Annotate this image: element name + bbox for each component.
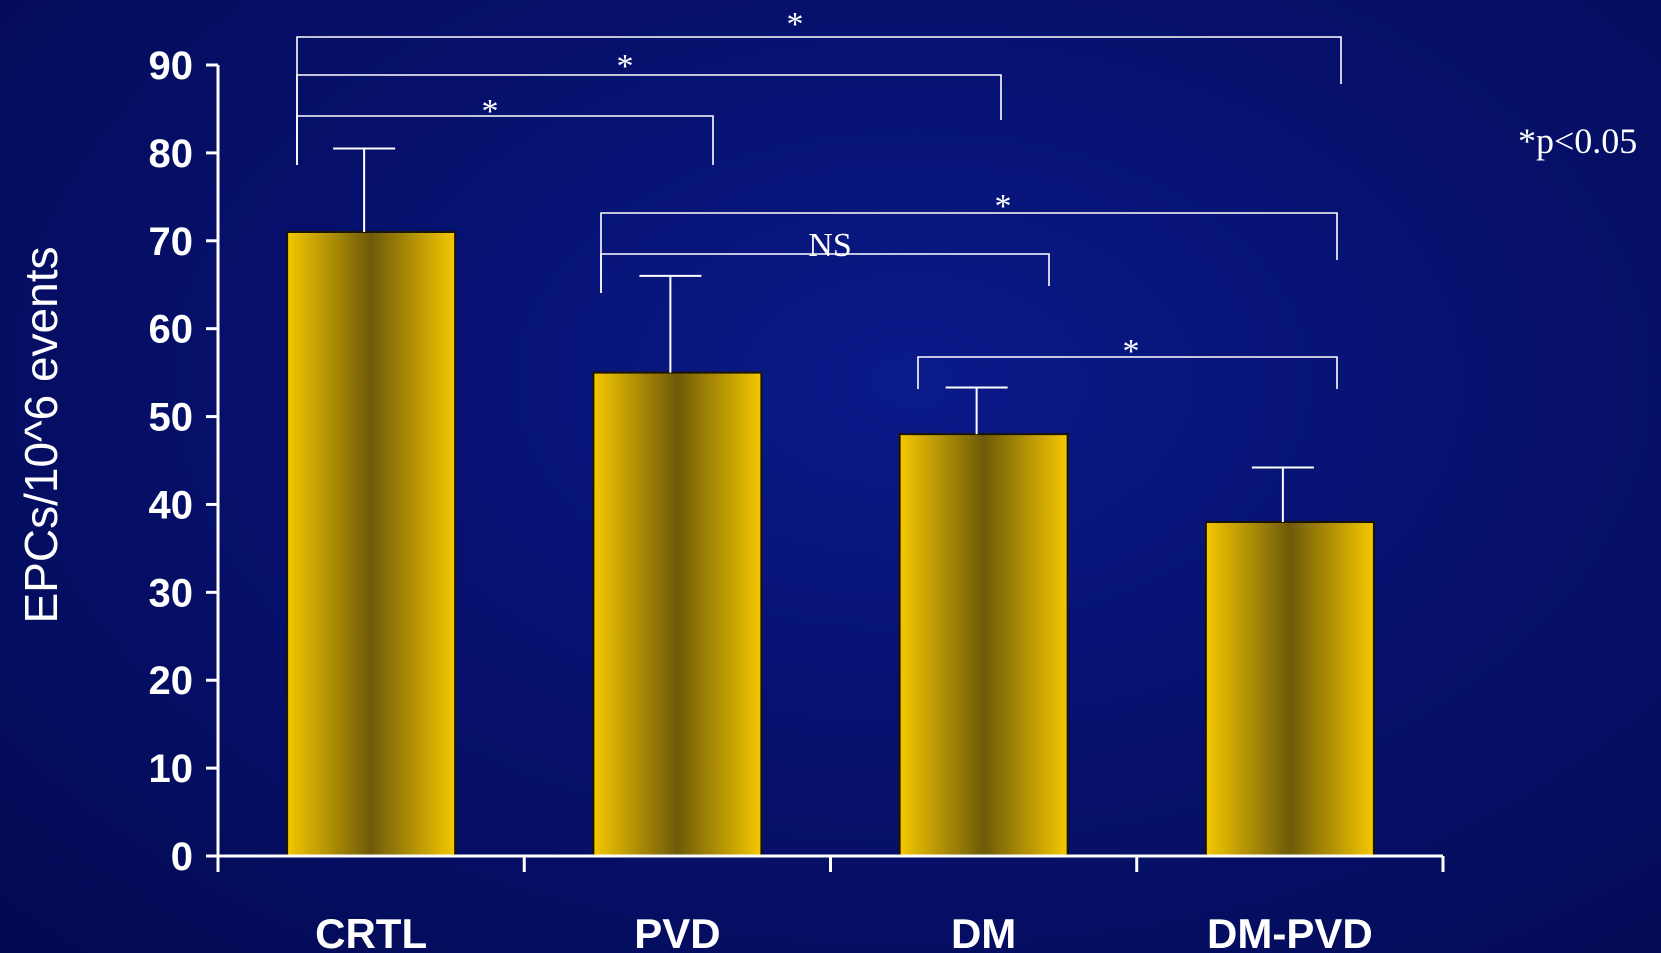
axes-layer: 0 10 20 30 40 50 60 70 80 90 CRTL PVD DM DM-PVD: [149, 44, 1445, 953]
bracket-dm-vs-dm-pvd: [917, 356, 1338, 389]
x-tick-label-crtl: CRTL: [315, 910, 427, 953]
bracket-label-pvd-vs-dm-pvd: *: [995, 188, 1012, 225]
bracket-label-dm-vs-dm-pvd: *: [1123, 333, 1140, 370]
y-tick-label-90: 90: [149, 44, 194, 88]
x-tick-label-pvd: PVD: [634, 910, 720, 953]
bracket-pvd-vs-dm-pvd: [600, 212, 1338, 293]
bar-crtl: [286, 230, 457, 857]
y-tick-label-10: 10: [149, 747, 194, 791]
bar-pvd: [592, 371, 763, 857]
y-tick-label-30: 30: [149, 571, 194, 615]
y-tick-label-60: 60: [149, 308, 194, 352]
bar-dm: [898, 433, 1069, 857]
x-tick-label-dm-pvd: DM-PVD: [1207, 910, 1373, 953]
bars-layer: [286, 230, 1375, 857]
y-tick-label-70: 70: [149, 220, 194, 264]
bracket-label-crtl-vs-dm: *: [617, 48, 634, 85]
significance-brackets-layer: * * * * NS *: [296, 6, 1342, 389]
y-axis-title: EPCs/10^6 events: [15, 246, 67, 623]
x-tick-label-dm: DM: [951, 910, 1016, 953]
bracket-label-crtl-vs-dm-pvd: *: [787, 6, 804, 43]
y-tick-label-80: 80: [149, 132, 194, 176]
y-tick-label-50: 50: [149, 396, 194, 440]
y-tick-label-40: 40: [149, 483, 194, 527]
bracket-crtl-vs-pvd: [296, 115, 714, 165]
significance-note: *p<0.05: [1518, 121, 1637, 161]
bar-dm-pvd: [1204, 521, 1375, 857]
bracket-pvd-vs-dm: [600, 253, 1050, 293]
y-tick-label-0: 0: [171, 835, 193, 879]
bracket-crtl-vs-dm-pvd: [296, 36, 1342, 165]
y-tick-label-20: 20: [149, 659, 194, 703]
bracket-label-pvd-vs-dm: NS: [808, 227, 851, 264]
bracket-crtl-vs-dm: [296, 74, 1002, 165]
bracket-label-crtl-vs-pvd: *: [482, 93, 499, 130]
error-bars-layer: [333, 147, 1314, 523]
